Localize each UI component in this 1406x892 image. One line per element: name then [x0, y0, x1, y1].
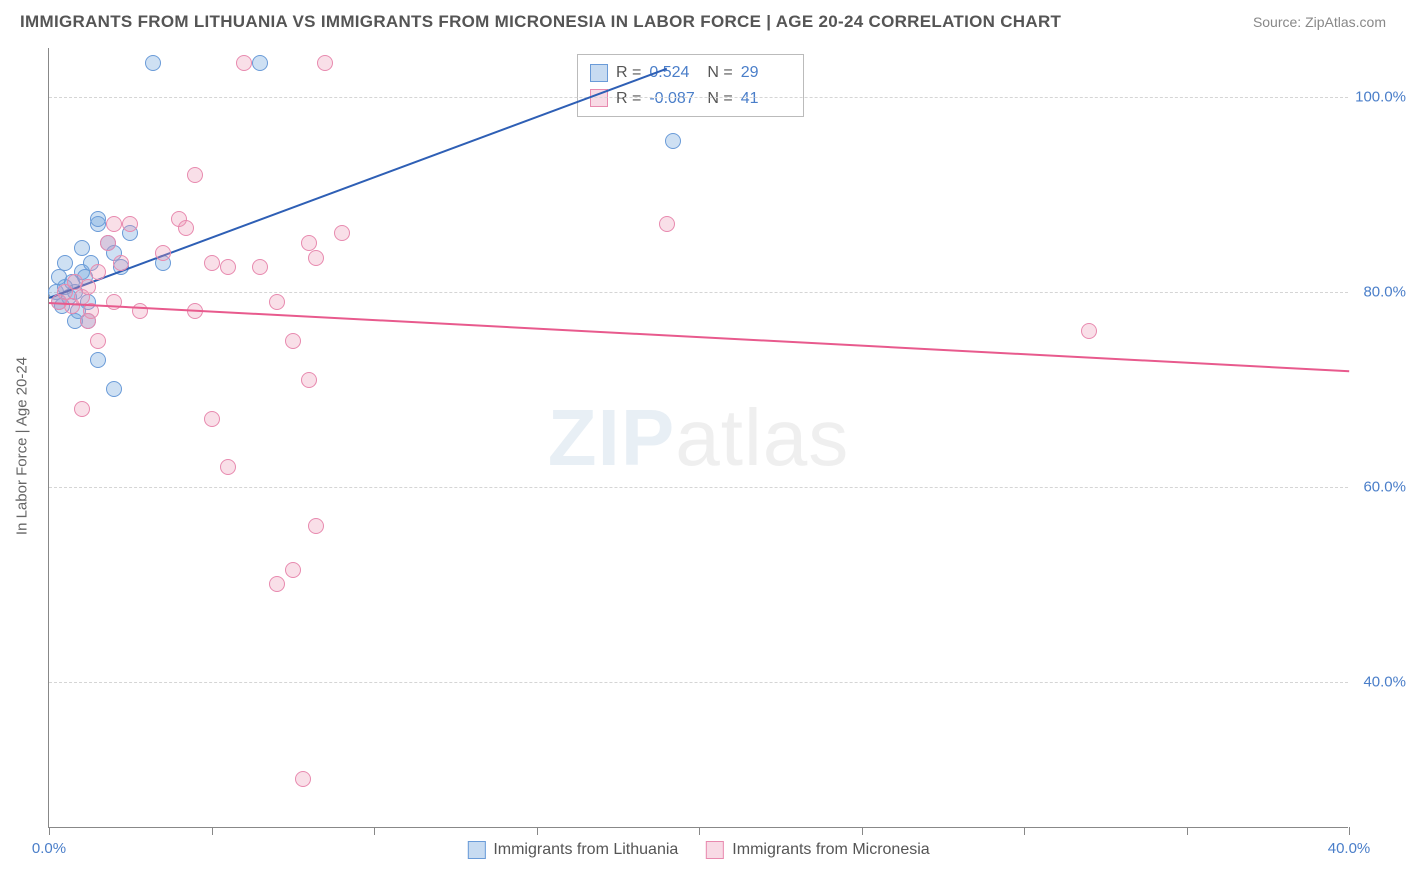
legend-label-blue: Immigrants from Lithuania: [493, 841, 678, 859]
data-point: [204, 255, 220, 271]
data-point: [178, 220, 194, 236]
data-point: [155, 245, 171, 261]
gridline: [49, 97, 1348, 98]
data-point: [659, 216, 675, 232]
legend-item-blue: Immigrants from Lithuania: [467, 841, 678, 859]
xtick: [49, 827, 50, 835]
chart-source: Source: ZipAtlas.com: [1253, 14, 1386, 30]
data-point: [90, 333, 106, 349]
plot-area: ZIPatlas R = 0.524 N = 29 R = -0.087 N =…: [48, 48, 1348, 828]
data-point: [295, 771, 311, 787]
legend-label-pink: Immigrants from Micronesia: [732, 841, 929, 859]
data-point: [90, 352, 106, 368]
xtick: [1024, 827, 1025, 835]
data-point: [285, 562, 301, 578]
data-point: [252, 55, 268, 71]
xtick-label: 0.0%: [32, 840, 66, 857]
xtick: [862, 827, 863, 835]
data-point: [1081, 323, 1097, 339]
stats-box: R = 0.524 N = 29 R = -0.087 N = 41: [577, 54, 804, 117]
n-label: N =: [707, 86, 732, 112]
data-point: [90, 264, 106, 280]
gridline: [49, 487, 1348, 488]
legend-item-pink: Immigrants from Micronesia: [706, 841, 929, 859]
data-point: [308, 250, 324, 266]
watermark: ZIPatlas: [548, 392, 849, 484]
xtick: [537, 827, 538, 835]
data-point: [100, 235, 116, 251]
data-point: [301, 235, 317, 251]
data-point: [106, 381, 122, 397]
trend-line: [49, 68, 667, 299]
data-point: [80, 279, 96, 295]
n-label: N =: [707, 60, 732, 86]
data-point: [236, 55, 252, 71]
data-point: [187, 167, 203, 183]
xtick: [1349, 827, 1350, 835]
stats-row-pink: R = -0.087 N = 41: [590, 86, 791, 112]
swatch-blue-icon: [590, 64, 608, 82]
gridline: [49, 682, 1348, 683]
data-point: [57, 255, 73, 271]
gridline: [49, 292, 1348, 293]
data-point: [90, 211, 106, 227]
trend-line: [49, 302, 1349, 372]
data-point: [122, 216, 138, 232]
xtick: [1187, 827, 1188, 835]
stats-row-blue: R = 0.524 N = 29: [590, 60, 791, 86]
data-point: [113, 255, 129, 271]
r-value-pink: -0.087: [649, 86, 699, 112]
chart-title: IMMIGRANTS FROM LITHUANIA VS IMMIGRANTS …: [20, 12, 1061, 32]
y-axis-label: In Labor Force | Age 20-24: [14, 357, 31, 535]
data-point: [334, 225, 350, 241]
xtick: [699, 827, 700, 835]
data-point: [317, 55, 333, 71]
legend: Immigrants from Lithuania Immigrants fro…: [467, 841, 929, 859]
data-point: [145, 55, 161, 71]
data-point: [301, 372, 317, 388]
xtick-label: 40.0%: [1328, 840, 1371, 857]
data-point: [106, 216, 122, 232]
ytick-label: 40.0%: [1363, 673, 1406, 690]
swatch-pink-icon: [706, 841, 724, 859]
data-point: [80, 313, 96, 329]
data-point: [252, 259, 268, 275]
data-point: [269, 576, 285, 592]
data-point: [51, 269, 67, 285]
xtick: [212, 827, 213, 835]
data-point: [74, 240, 90, 256]
data-point: [665, 133, 681, 149]
ytick-label: 60.0%: [1363, 478, 1406, 495]
data-point: [74, 401, 90, 417]
data-point: [308, 518, 324, 534]
r-label: R =: [616, 86, 641, 112]
n-value-blue: 29: [741, 60, 791, 86]
xtick: [374, 827, 375, 835]
swatch-blue-icon: [467, 841, 485, 859]
ytick-label: 80.0%: [1363, 283, 1406, 300]
data-point: [220, 259, 236, 275]
n-value-pink: 41: [741, 86, 791, 112]
ytick-label: 100.0%: [1355, 88, 1406, 105]
data-point: [285, 333, 301, 349]
data-point: [220, 459, 236, 475]
data-point: [269, 294, 285, 310]
data-point: [204, 411, 220, 427]
